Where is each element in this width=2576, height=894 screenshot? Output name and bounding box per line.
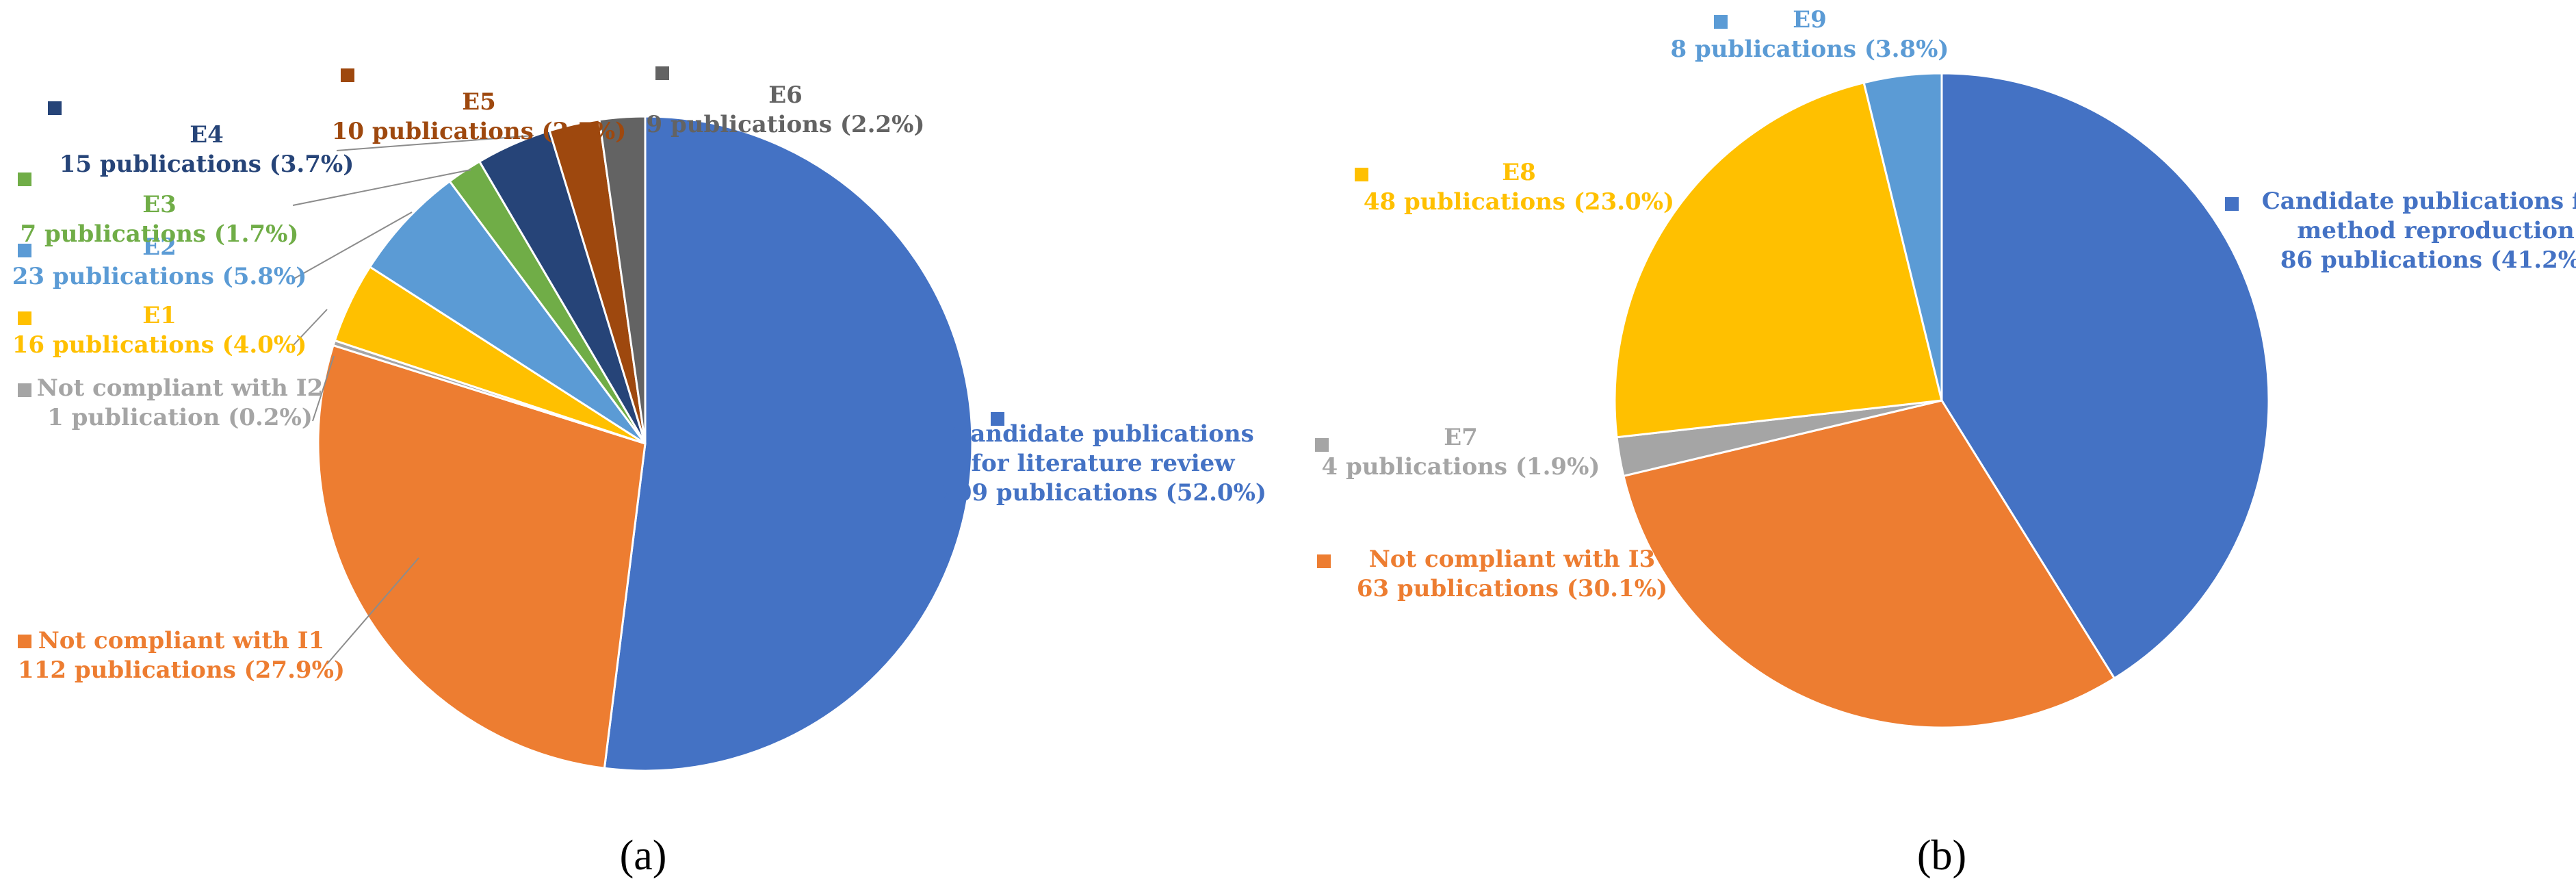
leader-line-nc_i2 <box>312 355 335 422</box>
slice-label-e4: E4 15 publications (3.7%) <box>60 121 354 178</box>
pie-slice-candidates <box>1940 72 2270 680</box>
slice-label-e6: E6 9 publications (2.2%) <box>647 81 925 138</box>
pie-slice-e8 <box>1613 81 1943 439</box>
legend-marker-e5 <box>341 68 354 82</box>
leader-line-e2 <box>292 212 413 280</box>
legend-marker-e8 <box>1355 168 1368 181</box>
slice-label-nc_i3: Not compliant with I3 63 publications (30… <box>1357 546 1667 602</box>
slice-label-nc_i2: Not compliant with I2 1 publication (0.2%… <box>37 374 324 431</box>
legend-marker-e9 <box>1714 15 1728 29</box>
pie-slice-e9 <box>1862 72 1943 401</box>
legend-marker-candidates <box>991 412 1004 426</box>
slice-label-e2: E2 23 publications (5.8%) <box>12 233 307 290</box>
leader-line-nc_i1 <box>326 557 419 665</box>
slice-label-e9: E9 8 publications (3.8%) <box>1671 6 1949 63</box>
legend-marker-e4 <box>48 101 62 115</box>
slice-label-e7: E7 4 publications (1.9%) <box>1322 424 1600 481</box>
pie-chart-b: Candidate publications for method reprodu… <box>1315 6 2576 729</box>
slice-label-e5: E5 10 publications (2.5%) <box>332 88 627 145</box>
slice-label-e1: E1 16 publications (4.0%) <box>12 302 307 359</box>
legend-marker-e1 <box>18 311 31 325</box>
slice-label-candidates: Candidate publications for method reprodu… <box>2262 188 2576 274</box>
leader-line-e4 <box>336 135 534 151</box>
caption-a: (a) <box>620 832 667 879</box>
pie-chart-a: Candidate publications for literature rev… <box>12 66 1266 772</box>
legend-marker-e2 <box>18 244 31 257</box>
caption-b: (b) <box>1917 832 1966 879</box>
pie-slice-nc_i3 <box>1622 399 2116 729</box>
legend-marker-nc_i1 <box>18 635 31 648</box>
leader-line-e1 <box>292 309 328 346</box>
legend-marker-candidates <box>2225 197 2239 211</box>
legend-marker-e7 <box>1315 438 1329 452</box>
pie-slice-e2 <box>368 179 647 445</box>
slice-label-candidates: Candidate publications for literature rev… <box>939 420 1266 507</box>
pie-slice-candidates <box>603 115 974 772</box>
legend-marker-e6 <box>655 66 669 80</box>
legend-marker-e3 <box>18 173 31 186</box>
slice-label-e8: E8 48 publications (23.0%) <box>1364 159 1674 216</box>
leader-line-e3 <box>292 169 471 206</box>
slice-label-nc_i1: Not compliant with I1 112 publications (2… <box>18 627 345 684</box>
pie-slice-e6 <box>598 115 647 444</box>
pie-slice-nc_i1 <box>317 344 647 769</box>
slice-label-e3: E3 7 publications (1.7%) <box>21 191 299 248</box>
legend-marker-nc_i3 <box>1317 554 1331 568</box>
legend-marker-nc_i2 <box>18 383 31 397</box>
